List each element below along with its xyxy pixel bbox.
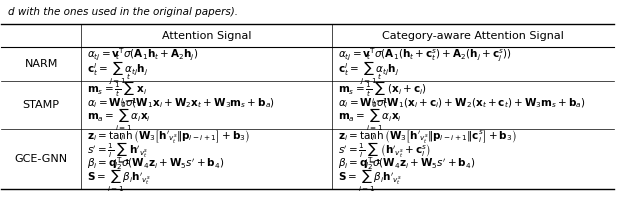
Text: $\mathbf{z}_i = \tanh\left(\mathbf{W}_3\left[\mathbf{h}'_{v_t^s}\|\mathbf{p}_{l-: $\mathbf{z}_i = \tanh\left(\mathbf{W}_3\…: [87, 128, 250, 145]
Text: $s' = \frac{1}{l}\sum_{i=1}^{l}\left(\mathbf{h}'_{v_t^s} + \mathbf{c}_l^s\right): $s' = \frac{1}{l}\sum_{i=1}^{l}\left(\ma…: [339, 134, 431, 167]
Text: $\alpha_i = \mathbf{W}_0\sigma(\mathbf{W}_1(\mathbf{x}_i + \mathbf{c}_i) + \math: $\alpha_i = \mathbf{W}_0\sigma(\mathbf{W…: [339, 96, 586, 110]
Text: STAMP: STAMP: [22, 100, 60, 110]
Text: $\alpha_{tj} = \mathbf{v}^\mathrm{T}\sigma(\mathbf{A}_1\mathbf{h}_t + \mathbf{A}: $\alpha_{tj} = \mathbf{v}^\mathrm{T}\sig…: [87, 47, 198, 63]
Text: $\mathbf{m}_s = \frac{1}{t}\sum_{i=1}^{t}(\mathbf{x}_i + \mathbf{c}_i)$: $\mathbf{m}_s = \frac{1}{t}\sum_{i=1}^{t…: [339, 73, 427, 106]
Text: $\beta_i = \mathbf{q}_2^\mathrm{T}\sigma(\mathbf{W}_4\mathbf{z}_i + \mathbf{W}_5: $\beta_i = \mathbf{q}_2^\mathrm{T}\sigma…: [339, 155, 476, 172]
Text: $\mathbf{c}_t^l = \sum_{j=1}^{t}\alpha_{tj}\mathbf{h}_j$: $\mathbf{c}_t^l = \sum_{j=1}^{t}\alpha_{…: [339, 52, 399, 86]
Text: Category-aware Attention Signal: Category-aware Attention Signal: [382, 30, 564, 41]
Text: $\mathbf{c}_t^l = \sum_{j=1}^{t}\alpha_{tj}\mathbf{h}_j$: $\mathbf{c}_t^l = \sum_{j=1}^{t}\alpha_{…: [87, 52, 148, 86]
Text: $\mathbf{z}_i = \tanh\left(\mathbf{W}_3\left[\mathbf{h}'_{v_t^s}\|\mathbf{p}_{l-: $\mathbf{z}_i = \tanh\left(\mathbf{W}_3\…: [339, 128, 517, 145]
Text: $\alpha_i = \mathbf{W}_0\sigma(\mathbf{W}_1\mathbf{x}_i + \mathbf{W}_2\mathbf{x}: $\alpha_i = \mathbf{W}_0\sigma(\mathbf{W…: [87, 96, 275, 110]
Text: Attention Signal: Attention Signal: [162, 30, 252, 41]
Text: $\mathbf{m}_s = \frac{1}{t}\sum_{i=1}^{t}\mathbf{x}_i$: $\mathbf{m}_s = \frac{1}{t}\sum_{i=1}^{t…: [87, 73, 147, 106]
Text: GCE-GNN: GCE-GNN: [15, 154, 68, 164]
Text: $\alpha_{tj} = \mathbf{v}^\mathrm{T}\sigma(\mathbf{A}_1(\mathbf{h}_t + \mathbf{c: $\alpha_{tj} = \mathbf{v}^\mathrm{T}\sig…: [339, 47, 512, 64]
Text: NARM: NARM: [24, 59, 58, 69]
Text: $\mathbf{S} = \sum_{i=1}^{l}\beta_i\mathbf{h}'_{v_t^s}$: $\mathbf{S} = \sum_{i=1}^{l}\beta_i\math…: [339, 161, 402, 194]
Text: $\mathbf{m}_a = \sum_{i=1}^{t}\alpha_i\mathbf{x}_i$: $\mathbf{m}_a = \sum_{i=1}^{t}\alpha_i\m…: [339, 100, 403, 133]
Text: $\mathbf{S} = \sum_{i=1}^{l}\beta_i\mathbf{h}'_{v_t^s}$: $\mathbf{S} = \sum_{i=1}^{l}\beta_i\math…: [87, 161, 151, 194]
Text: d with the ones used in the original papers).: d with the ones used in the original pap…: [8, 7, 237, 17]
Text: $\beta_i = \mathbf{q}_2^\mathrm{T}\sigma(\mathbf{W}_4\mathbf{z}_i + \mathbf{W}_5: $\beta_i = \mathbf{q}_2^\mathrm{T}\sigma…: [87, 155, 225, 172]
Text: $s' = \frac{1}{l}\sum_{i=1}^{l}\mathbf{h}'_{v_t^s}$: $s' = \frac{1}{l}\sum_{i=1}^{l}\mathbf{h…: [87, 134, 148, 167]
Text: $\mathbf{m}_a = \sum_{i=1}^{t}\alpha_i\mathbf{x}_i$: $\mathbf{m}_a = \sum_{i=1}^{t}\alpha_i\m…: [87, 100, 151, 133]
